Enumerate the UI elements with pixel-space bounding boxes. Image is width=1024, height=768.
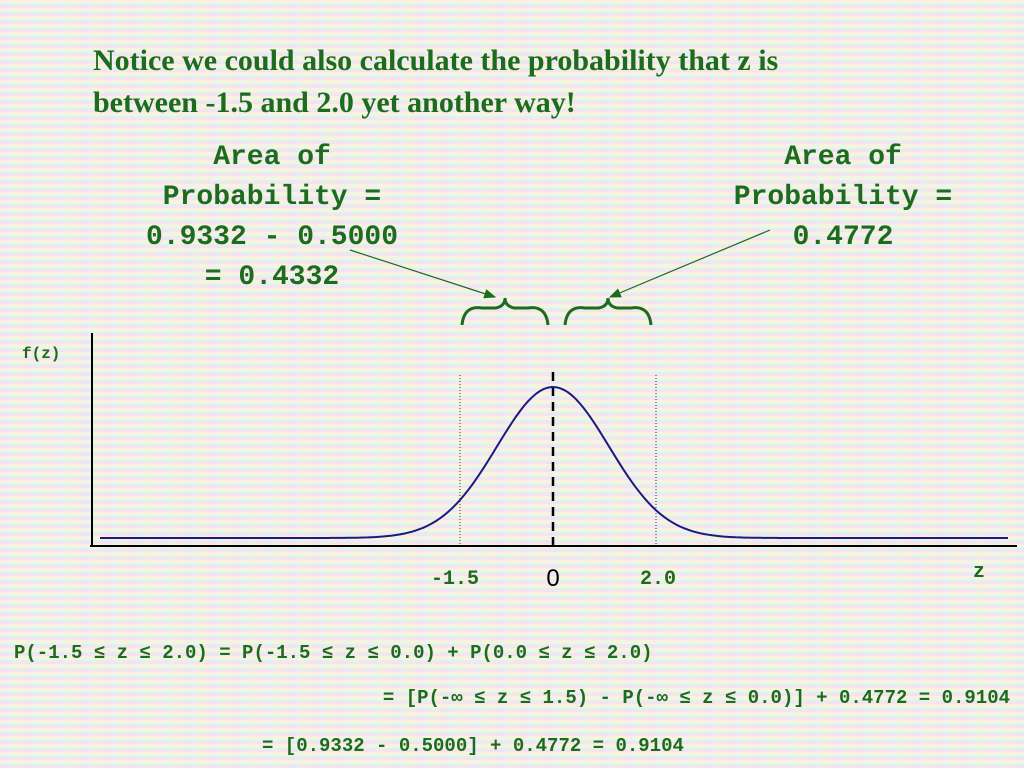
x-axis-label: z: [973, 561, 985, 584]
brace: [460, 297, 550, 326]
tick-label: 2.0: [640, 568, 676, 591]
annotation-line: Probability =: [734, 182, 952, 213]
annotations: Area of Probability = 0.9332 - 0.5000 = 0.4…: [146, 142, 952, 293]
tick-label: -1.5: [431, 568, 479, 591]
y-axis-label: f(z): [22, 345, 60, 363]
tick-label: 0: [546, 565, 559, 592]
annotation-line: Probability =: [163, 182, 381, 213]
annotation-line: 0.9332 - 0.5000: [146, 222, 398, 253]
equation: P(-1.5 ≤ z ≤ 2.0) = P(-1.5 ≤ z ≤ 0.0) + …: [14, 642, 653, 664]
arrow: [349, 249, 497, 299]
title: Notice we could also calculate the proba…: [93, 44, 778, 77]
normal-curve: [100, 385, 1008, 539]
brace: [563, 297, 653, 326]
annotation-line: Area of: [784, 142, 902, 173]
equation: = [P(-∞ ≤ z ≤ 1.5) - P(-∞ ≤ z ≤ 0.0)] + …: [383, 687, 1010, 709]
annotation-line: Area of: [213, 142, 331, 173]
title: between -1.5 and 2.0 yet another way!: [93, 86, 576, 119]
annotation-line: = 0.4332: [205, 262, 339, 293]
annotation-line: 0.4772: [793, 222, 894, 253]
equation: = [0.9332 - 0.5000] + 0.4772 = 0.9104: [262, 735, 684, 757]
arrow: [608, 229, 771, 298]
